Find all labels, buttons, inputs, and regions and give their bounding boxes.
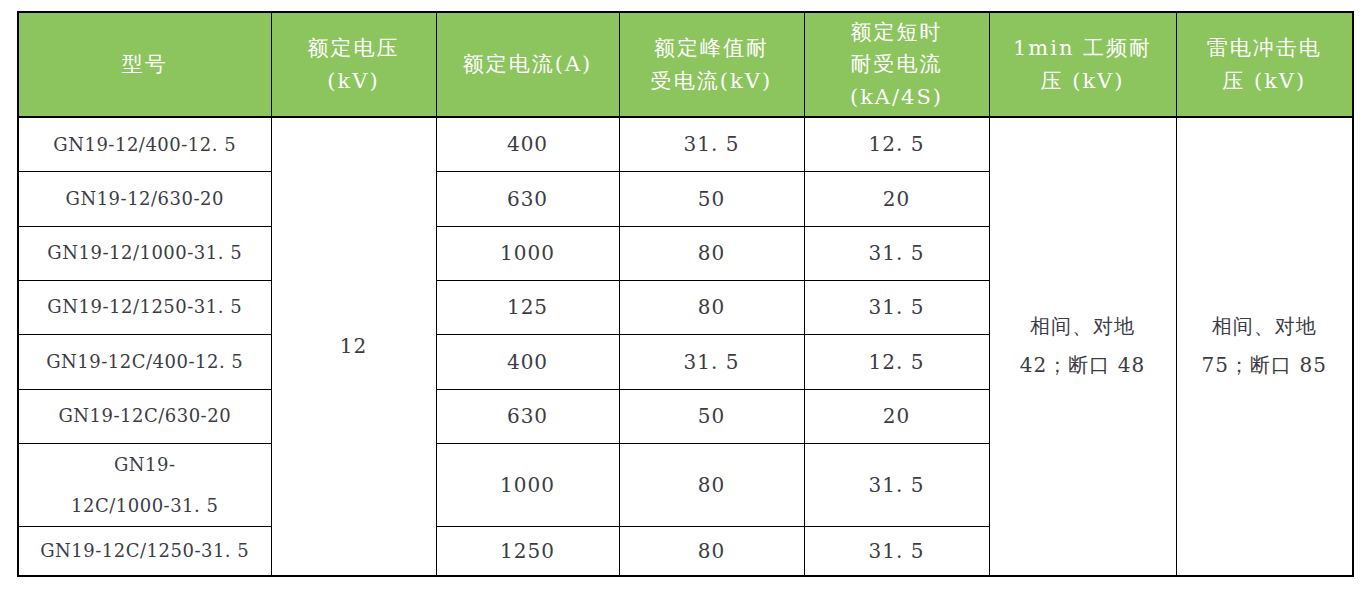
header-short-time-current: 额定短时 耐受电流 (kA/4S): [804, 12, 989, 117]
header-row: 型号 额定电压 (kV) 额定电流(A) 额定峰值耐 受电流(kV) 额定短时 …: [18, 12, 1353, 117]
table-row: GN19-12/400-12. 5 12 400 31. 5 12. 5 相间、…: [18, 117, 1353, 171]
peak-cell: 80: [619, 527, 804, 576]
peak-cell: 50: [619, 171, 804, 226]
peak-cell: 80: [619, 226, 804, 280]
header-model: 型号: [18, 12, 271, 117]
short-time-cell: 31. 5: [804, 280, 989, 334]
header-lightning-impulse-voltage: 雷电冲击电 压 (kV): [1176, 12, 1353, 117]
model-cell: GN19-12/630-20: [18, 171, 271, 226]
model-cell: GN19-12C/630-20: [18, 389, 271, 443]
short-time-cell: 12. 5: [804, 117, 989, 171]
model-cell: GN19-12C/1250-31. 5: [18, 527, 271, 576]
power-freq-merged-cell: 相间、对地 42；断口 48: [989, 117, 1176, 576]
short-time-cell: 20: [804, 171, 989, 226]
current-cell: 1000: [436, 443, 619, 527]
peak-cell: 80: [619, 280, 804, 334]
header-peak-withstand-current: 额定峰值耐 受电流(kV): [619, 12, 804, 117]
peak-cell: 31. 5: [619, 334, 804, 389]
short-time-cell: 31. 5: [804, 527, 989, 576]
peak-cell: 80: [619, 443, 804, 527]
current-cell: 125: [436, 280, 619, 334]
model-cell: GN19-12/1000-31. 5: [18, 226, 271, 280]
lightning-impulse-merged-cell: 相间、对地 75；断口 85: [1176, 117, 1353, 576]
model-cell: GN19-12/400-12. 5: [18, 117, 271, 171]
current-cell: 400: [436, 117, 619, 171]
current-cell: 400: [436, 334, 619, 389]
short-time-cell: 12. 5: [804, 334, 989, 389]
short-time-cell: 31. 5: [804, 226, 989, 280]
current-cell: 1000: [436, 226, 619, 280]
peak-cell: 50: [619, 389, 804, 443]
model-cell: GN19- 12C/1000-31. 5: [18, 443, 271, 527]
short-time-cell: 20: [804, 389, 989, 443]
model-cell: GN19-12/1250-31. 5: [18, 280, 271, 334]
current-cell: 630: [436, 389, 619, 443]
model-cell: GN19-12C/400-12. 5: [18, 334, 271, 389]
header-rated-voltage: 额定电压 (kV): [271, 12, 436, 117]
short-time-cell: 31. 5: [804, 443, 989, 527]
header-power-freq-voltage: 1min 工频耐 压 (kV): [989, 12, 1176, 117]
header-rated-current: 额定电流(A): [436, 12, 619, 117]
current-cell: 630: [436, 171, 619, 226]
switch-spec-table: 型号 额定电压 (kV) 额定电流(A) 额定峰值耐 受电流(kV) 额定短时 …: [17, 11, 1354, 577]
current-cell: 1250: [436, 527, 619, 576]
rated-voltage-merged-cell: 12: [271, 117, 436, 576]
peak-cell: 31. 5: [619, 117, 804, 171]
